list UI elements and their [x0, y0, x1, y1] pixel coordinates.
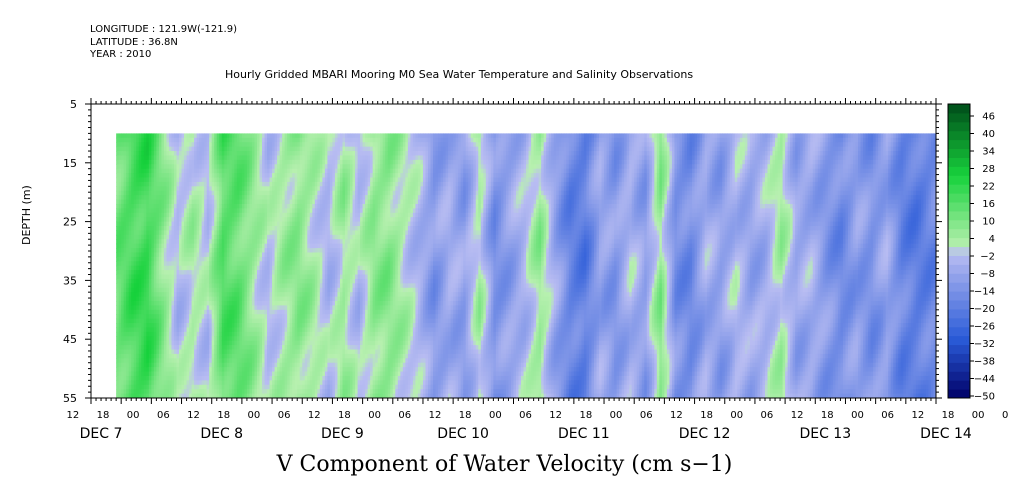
heatmap-field	[116, 133, 936, 398]
